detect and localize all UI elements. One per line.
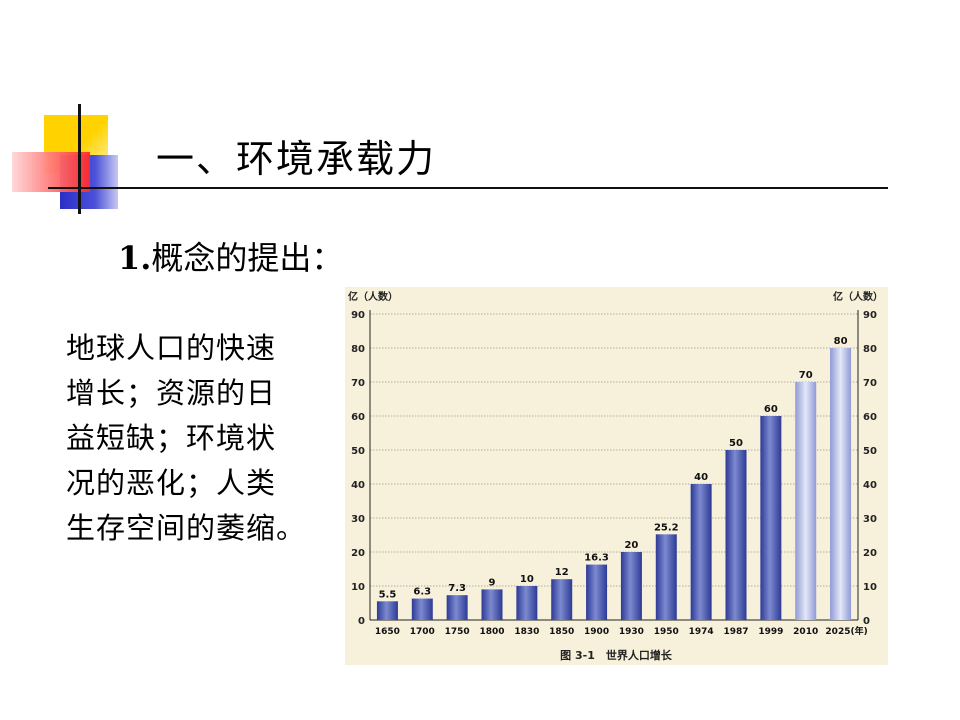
y-tick-right: 40 xyxy=(863,480,877,491)
paragraph-line: 生存空间的萎缩。 xyxy=(66,511,307,545)
bar-value-label: 9 xyxy=(489,577,496,588)
y-tick-right: 80 xyxy=(863,344,877,355)
body-paragraph: 地球人口的快速 增长；资源的日 益短缺；环境状 况的恶化；人类 生存空间的萎缩。 xyxy=(66,326,336,551)
y-tick-left: 80 xyxy=(351,344,365,355)
x-tick-label: 1930 xyxy=(619,627,644,637)
y-tick-left: 50 xyxy=(351,446,365,457)
y-tick-left: 40 xyxy=(351,480,365,491)
bar-value-label: 10 xyxy=(520,574,534,585)
bar-value-label: 16.3 xyxy=(584,553,609,564)
y-tick-left: 70 xyxy=(351,378,365,389)
x-tick-label: 1850 xyxy=(549,627,574,637)
y-tick-left: 10 xyxy=(351,582,365,593)
section-number: 1. xyxy=(118,239,152,277)
x-tick-label: 1974 xyxy=(689,627,714,637)
paragraph-line: 地球人口的快速 xyxy=(66,331,277,365)
y-tick-right: 20 xyxy=(863,548,877,559)
decor-vertical-line xyxy=(78,104,81,214)
bar-value-label: 40 xyxy=(694,472,708,483)
bar-value-label: 5.5 xyxy=(379,589,397,600)
bar xyxy=(655,534,677,620)
y-tick-left: 0 xyxy=(358,616,365,627)
decor-red-bar xyxy=(12,152,90,192)
x-tick-label: 2010 xyxy=(793,627,818,637)
bar xyxy=(411,598,433,620)
section-heading: 1.概念的提出： xyxy=(118,233,343,279)
bar-value-label: 70 xyxy=(799,370,813,381)
x-tick-label: 1950 xyxy=(654,627,679,637)
x-tick-label: 1800 xyxy=(479,627,504,637)
y-tick-left: 20 xyxy=(351,548,365,559)
bar xyxy=(725,450,747,620)
y-tick-right: 0 xyxy=(863,616,870,627)
bar-value-label: 50 xyxy=(729,438,743,449)
x-tick-label: 1650 xyxy=(375,627,400,637)
paragraph-line: 况的恶化；人类 xyxy=(66,466,277,500)
x-tick-label: 1900 xyxy=(584,627,609,637)
bar xyxy=(586,564,608,620)
y-tick-right: 30 xyxy=(863,514,877,525)
bar xyxy=(376,601,398,620)
bar xyxy=(551,579,573,620)
population-chart-svg: 0 0 10 10 20 20 30 30 40 40 50 50 60 60 70 70 80 80 90 90 亿（… xyxy=(345,287,888,665)
bar-value-label: 6.3 xyxy=(413,587,431,598)
bar xyxy=(795,382,817,620)
y-tick-left: 60 xyxy=(351,412,365,423)
bar-value-label: 7.3 xyxy=(448,583,466,594)
population-chart: 0 0 10 10 20 20 30 30 40 40 50 50 60 60 70 70 80 80 90 90 亿（… xyxy=(345,287,888,665)
bar-value-label: 60 xyxy=(764,404,778,415)
y-axis-label-left: 亿（人数） xyxy=(348,290,398,303)
bar xyxy=(830,348,852,620)
bar xyxy=(760,416,782,620)
bar xyxy=(481,589,503,620)
bar xyxy=(516,586,538,620)
paragraph-line: 增长；资源的日 xyxy=(66,376,277,410)
y-tick-right: 10 xyxy=(863,582,877,593)
y-axis-label-right: 亿（人数） xyxy=(833,290,883,303)
bar xyxy=(690,484,712,620)
section-heading-text: 概念的提出： xyxy=(151,239,344,277)
y-tick-right: 90 xyxy=(863,310,877,321)
y-tick-right: 50 xyxy=(863,446,877,457)
title-underline xyxy=(48,187,888,189)
x-tick-label: 1700 xyxy=(410,627,435,637)
slide-title: 一、环境承载力 xyxy=(156,137,437,181)
bar-value-label: 25.2 xyxy=(654,522,679,533)
y-tick-left: 90 xyxy=(351,310,365,321)
y-tick-right: 60 xyxy=(863,412,877,423)
x-tick-label: 1987 xyxy=(723,627,748,637)
y-tick-left: 30 xyxy=(351,514,365,525)
y-tick-right: 70 xyxy=(863,378,877,389)
x-tick-label: 2025(年) xyxy=(825,625,867,637)
x-tick-label: 1750 xyxy=(445,627,470,637)
bar-value-label: 12 xyxy=(555,567,569,578)
bar-value-label: 20 xyxy=(624,540,638,551)
bar-value-label: 80 xyxy=(834,336,848,347)
paragraph-line: 益短缺；环境状 xyxy=(66,421,277,455)
bar xyxy=(620,552,642,620)
x-tick-label: 1830 xyxy=(514,627,539,637)
bar xyxy=(446,595,468,620)
x-tick-label: 1999 xyxy=(758,627,783,637)
chart-caption: 图 3-1 世界人口增长 xyxy=(560,648,673,662)
